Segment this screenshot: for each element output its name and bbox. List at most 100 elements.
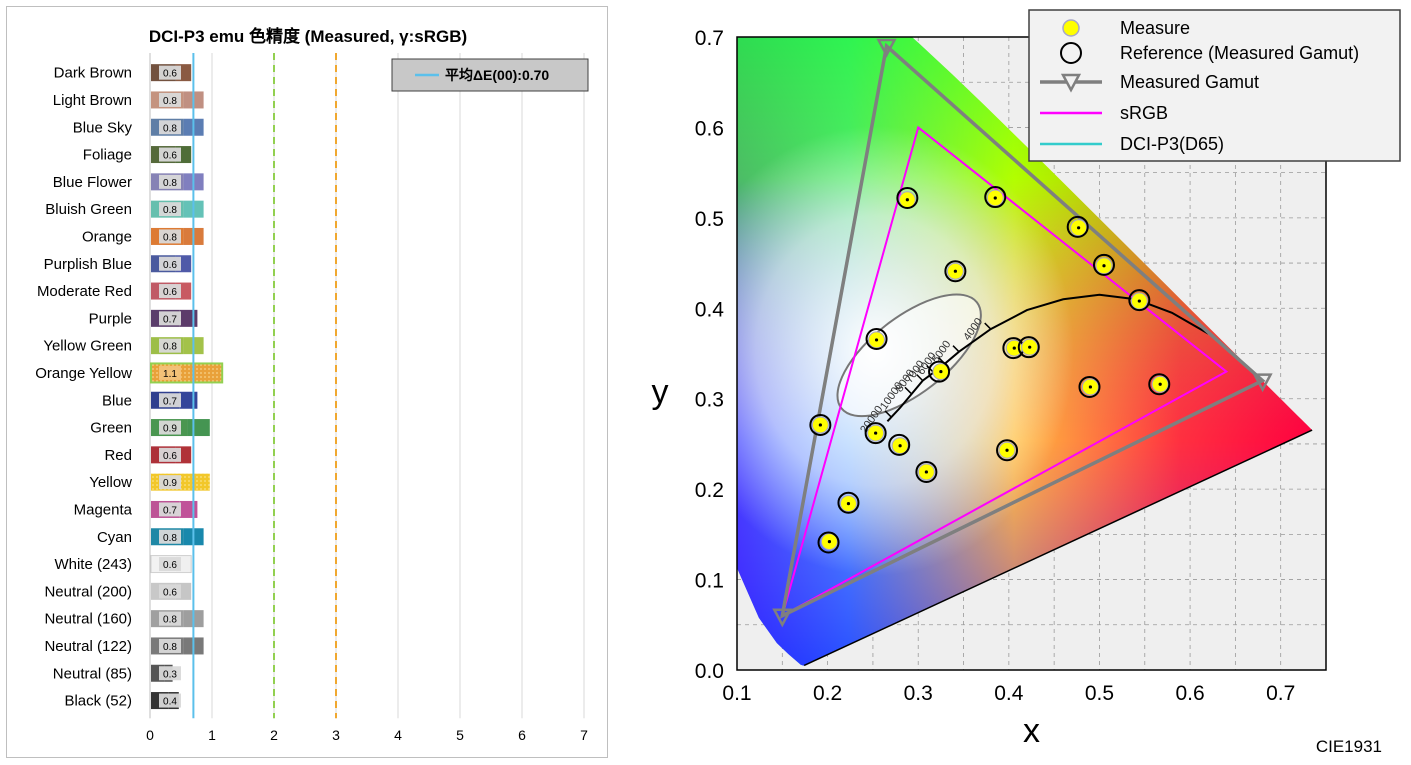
measure-center-dot (1158, 382, 1162, 386)
value-label: 1.1 (163, 369, 177, 380)
value-label-box (159, 638, 181, 653)
x-tick-label: 0.5 (1085, 682, 1114, 705)
category-label: Orange (82, 228, 132, 245)
value-label: 0.8 (163, 642, 177, 653)
value-label-box (159, 311, 181, 326)
reference-point (1078, 375, 1101, 398)
value-label: 0.6 (163, 560, 177, 571)
bar-row: Yellow 0.9 (89, 473, 210, 491)
bar-row: Blue Sky 0.8 (73, 118, 204, 136)
value-label-box (159, 256, 181, 271)
reference-point (865, 328, 888, 351)
measure-center-dot (1012, 346, 1016, 350)
bar-row: White (243) 0.6 (54, 555, 192, 574)
x-tick-label: 0.1 (722, 682, 751, 705)
legend: 平均ΔE(00):0.70 (391, 58, 589, 92)
value-label: 0.8 (163, 615, 177, 626)
bar-row: Bluish Green 0.8 (45, 200, 204, 218)
x-tick-label: 0 (146, 727, 154, 743)
x-tick-label: 7 (580, 727, 588, 743)
purple-line (803, 429, 1313, 667)
value-label-box (159, 420, 181, 435)
cct-tick (884, 410, 892, 418)
value-label: 0.9 (163, 424, 177, 435)
measure-center-dot (1088, 385, 1092, 389)
y-tick-label: 0.5 (695, 208, 724, 231)
bar-reference-part (187, 419, 210, 437)
legend-label: Reference (Measured Gamut) (1120, 43, 1359, 63)
x-tick-label: 4 (394, 727, 402, 743)
value-label: 0.7 (163, 505, 177, 516)
value-label: 0.6 (163, 587, 177, 598)
category-label: Magenta (74, 501, 133, 518)
measure-center-dot (898, 444, 902, 448)
measure-center-dot (993, 196, 997, 200)
reference-point (1128, 289, 1151, 312)
value-label: 0.9 (163, 478, 177, 489)
x-tick-label: 3 (332, 727, 340, 743)
category-label: Blue (102, 392, 132, 409)
y-tick-label: 0.1 (695, 570, 724, 593)
bar-row: Cyan 0.8 (97, 528, 204, 546)
value-label-box (159, 666, 181, 681)
y-tick-label: 0.0 (695, 660, 724, 683)
value-label: 0.8 (163, 232, 177, 243)
category-label: Blue Flower (53, 174, 132, 191)
value-label: 0.8 (163, 123, 177, 134)
y-tick-label: 0.4 (695, 298, 725, 321)
value-label-box (159, 174, 181, 189)
category-label: Dark Brown (54, 65, 132, 82)
value-label-box (159, 584, 181, 599)
category-label: Neutral (200) (44, 583, 132, 600)
legend-label: 平均ΔE(00):0.70 (445, 67, 549, 83)
bar-row: Dark Brown 0.6 (54, 64, 192, 82)
reference-point (984, 186, 1007, 209)
value-label-box (159, 502, 181, 517)
y-tick-label: 0.6 (695, 117, 724, 140)
measure-center-dot (818, 423, 822, 427)
category-label: Neutral (122) (44, 638, 132, 655)
reference-point (996, 439, 1019, 462)
category-label: Orange Yellow (35, 365, 132, 382)
category-label: Moderate Red (37, 283, 132, 300)
reference-point (915, 460, 938, 483)
value-label-box (159, 120, 181, 135)
bar-row: Purplish Blue 0.6 (44, 255, 192, 273)
value-label: 0.7 (163, 314, 177, 325)
delta-e-bar-chart: DCI-P3 emu 色精度 (Measured, γ:sRGB) 0 1 2 3 4 5 6… (35, 26, 589, 743)
bar-row: Foliage 0.6 (83, 146, 192, 164)
legend-measure-swatch (1062, 19, 1080, 37)
reference-point (817, 531, 840, 554)
y-tick-label: 0.7 (695, 27, 724, 50)
measure-center-dot (953, 269, 957, 273)
x-axis-label: x (1023, 712, 1040, 750)
reference-point (837, 491, 860, 514)
value-label: 0.6 (163, 260, 177, 271)
x-tick-label: 5 (456, 727, 464, 743)
category-label: Purple (89, 310, 132, 327)
y-tick-label: 0.3 (695, 389, 724, 412)
measure-center-dot (905, 198, 909, 202)
value-label: 0.6 (163, 69, 177, 80)
x-tick-label: 0.6 (1175, 682, 1204, 705)
measure-center-dot (846, 502, 851, 506)
planckian-label-ellipse (836, 293, 982, 418)
bar-row: Neutral (160) 0.8 (44, 610, 204, 628)
measure-center-dot (939, 369, 943, 374)
reference-point (1148, 373, 1171, 396)
cct-tick (984, 322, 992, 330)
value-label: 0.8 (163, 533, 177, 544)
x-tick-label: 0.2 (813, 682, 842, 705)
bar-outline (150, 555, 192, 574)
y-axis-label: y (652, 373, 669, 411)
value-label-box (159, 92, 181, 107)
category-label: Cyan (97, 529, 132, 546)
bar-row: Magenta 0.7 (74, 500, 198, 518)
bar-row: Neutral (200) 0.6 (44, 582, 192, 600)
value-label-box (159, 229, 181, 244)
legend-box (1028, 9, 1401, 162)
x-tick-label: 1 (208, 727, 216, 743)
measure-center-dot (1028, 345, 1032, 349)
gamut-vertex-marker (772, 608, 793, 628)
value-label: 0.8 (163, 96, 177, 107)
